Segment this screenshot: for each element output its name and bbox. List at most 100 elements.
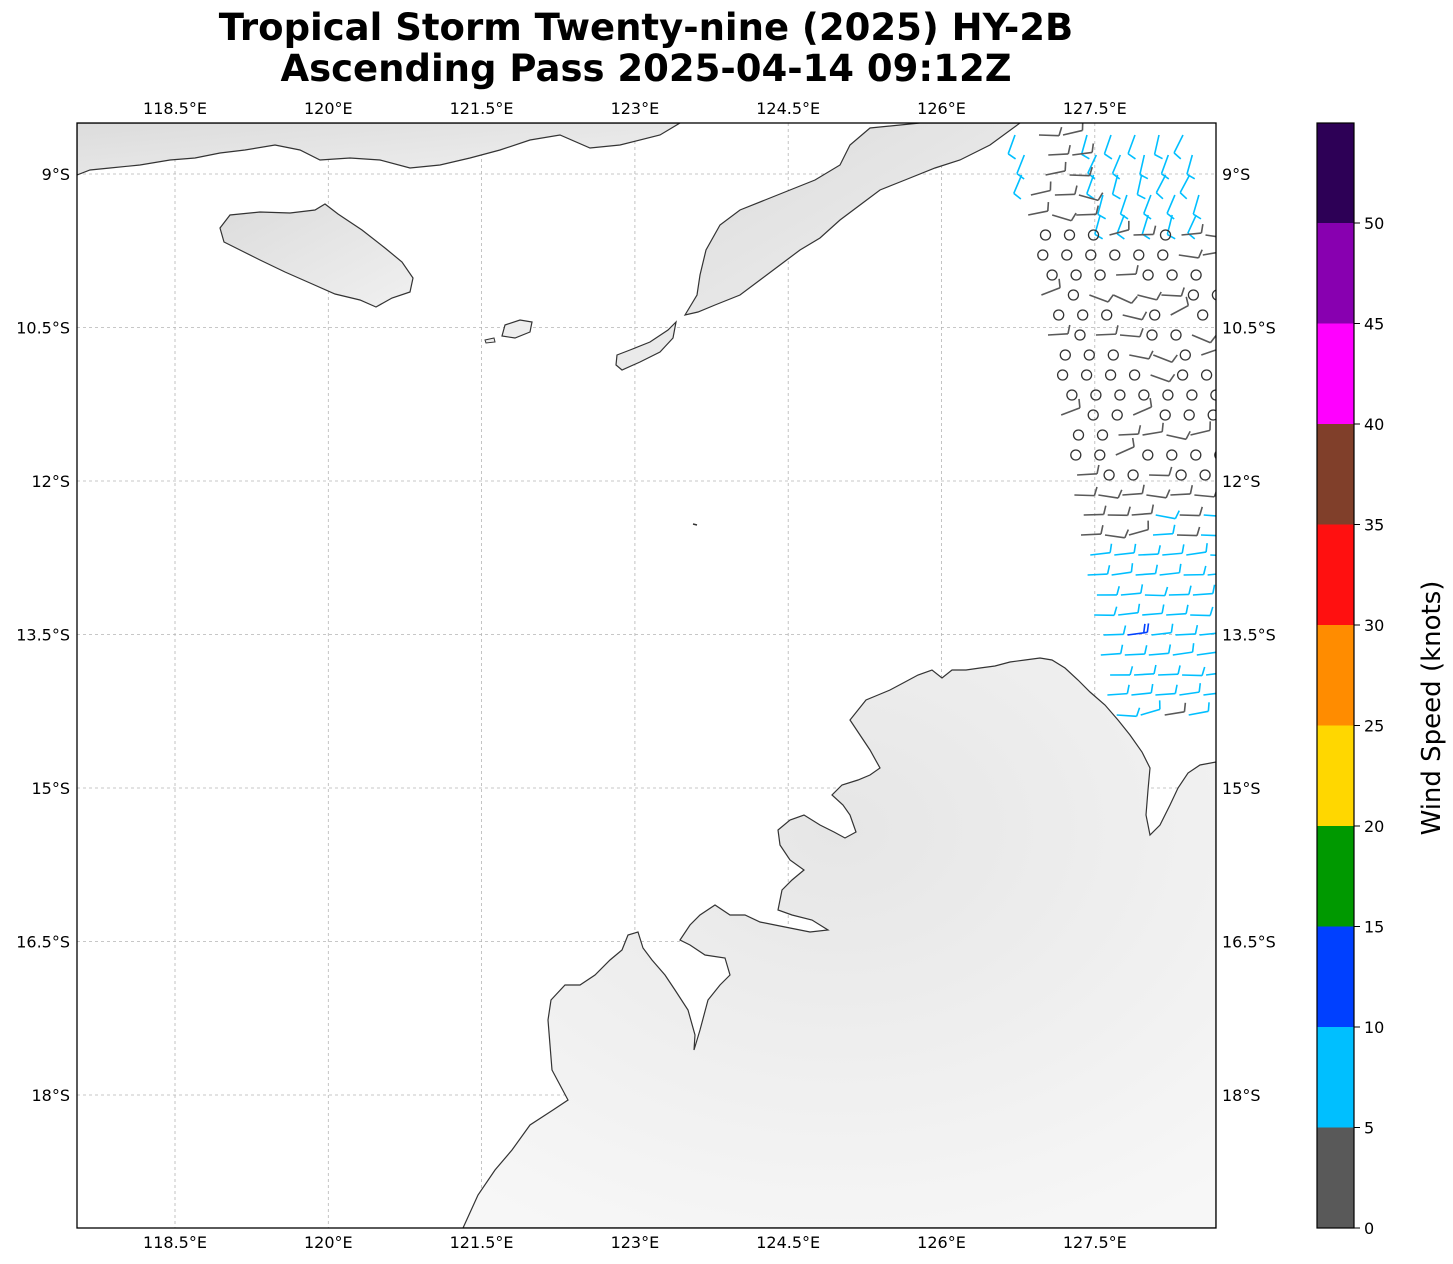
wind-barb	[1153, 134, 1163, 160]
wind-barb	[1158, 665, 1181, 676]
lat-tick-label-right: 13.5°S	[1222, 626, 1276, 645]
colorbar-block	[1317, 424, 1354, 525]
wind-barb	[1103, 134, 1113, 160]
lon-tick-label-top: 123°E	[611, 99, 660, 118]
calm-wind-marker	[1179, 349, 1191, 361]
calm-wind-marker	[1162, 389, 1174, 401]
wind-barb	[1090, 543, 1113, 556]
wind-barb	[1069, 166, 1093, 177]
calm-wind-marker	[1074, 329, 1086, 341]
wind-barb	[1138, 545, 1162, 556]
wind-barb	[1074, 486, 1098, 497]
wind-barb	[1149, 466, 1173, 477]
lon-tick-label-bottom: 120°E	[304, 1233, 353, 1252]
lon-tick-label-bottom: 123°E	[611, 1233, 660, 1252]
calm-wind-marker	[1176, 369, 1189, 381]
wind-barb	[1146, 489, 1171, 499]
wind-barb	[1186, 543, 1208, 556]
wind-barb	[1127, 623, 1150, 636]
lat-tick-label-right: 10.5°S	[1222, 319, 1276, 338]
map-canvas: 118.5°E 120°E 121.5°E 123°E 124.5°E 126°E 127.…	[16, 99, 1276, 1252]
lon-tick-label-bottom: 126°E	[917, 1233, 966, 1252]
wind-barb	[1131, 683, 1154, 696]
wind-barb	[1150, 373, 1176, 383]
colorbar-tick-label: 45	[1364, 315, 1384, 334]
calm-wind-marker	[1070, 269, 1082, 281]
wind-barb	[1166, 604, 1189, 616]
wind-barb	[1095, 325, 1119, 336]
calm-wind-marker	[1197, 309, 1209, 321]
calm-wind-marker	[1186, 389, 1198, 401]
lon-ticks-top: 118.5°E 120°E 121.5°E 123°E 124.5°E 126°E 127.…	[143, 99, 1127, 118]
wind-barb	[1202, 251, 1216, 256]
calm-wind-marker	[1187, 289, 1200, 301]
wind-barb	[1190, 421, 1212, 436]
calm-wind-marker	[1046, 269, 1058, 281]
wind-barb	[1116, 707, 1141, 718]
wind-barb	[1078, 192, 1104, 202]
calm-wind-marker	[1083, 349, 1095, 361]
lat-tick-label-right: 12°S	[1222, 472, 1261, 491]
calm-wind-marker	[1166, 269, 1178, 281]
colorbar-block	[1317, 725, 1354, 826]
wind-barb	[1166, 430, 1191, 441]
lon-tick-label-bottom: 121.5°E	[450, 1233, 514, 1252]
wind-barb	[1161, 287, 1185, 297]
wind-barb	[1179, 683, 1202, 696]
colorbar-tick-label: 15	[1364, 918, 1384, 937]
wind-barb	[1134, 664, 1157, 676]
wind-barb	[1172, 643, 1195, 656]
wind-barb	[1159, 563, 1182, 576]
calm-wind-marker	[1094, 269, 1106, 281]
wind-barb	[1176, 526, 1201, 537]
calm-wind-marker	[1080, 369, 1093, 381]
lat-tick-label-left: 10.5°S	[16, 319, 70, 338]
wind-barb	[1127, 134, 1136, 160]
wind-barb	[1076, 205, 1100, 216]
colorbar-tick-label: 5	[1364, 1119, 1374, 1138]
wind-barb	[1201, 349, 1216, 356]
calm-wind-marker	[1175, 469, 1187, 481]
calm-wind-marker	[1159, 409, 1171, 421]
lat-tick-label-right: 16.5°S	[1222, 933, 1276, 952]
colorbar-tick-label: 50	[1364, 214, 1384, 233]
colorbar-block	[1317, 826, 1354, 927]
wind-barb	[1155, 174, 1167, 200]
wind-barb	[1155, 684, 1178, 696]
wind-barb	[1179, 506, 1204, 517]
lat-tick-label-left: 16.5°S	[16, 933, 70, 952]
wind-barb	[1062, 123, 1084, 136]
wind-barb	[1153, 354, 1178, 363]
timor-island	[683, 123, 1022, 316]
wind-barb	[1178, 249, 1203, 259]
wind-barb	[1182, 666, 1206, 677]
colorbar-label: Wind Speed (knots)	[1417, 580, 1447, 836]
colorbar-block	[1317, 123, 1354, 223]
colorbar-tick-label: 30	[1364, 616, 1384, 635]
colorbar-blocks	[1317, 123, 1354, 1228]
colorbar-tick-label: 35	[1364, 516, 1384, 535]
colorbar-block	[1317, 926, 1354, 1027]
wind-barb	[1203, 514, 1216, 517]
lon-tick-label-bottom: 127.5°E	[1063, 1233, 1127, 1252]
wind-barb	[1205, 672, 1216, 676]
wind-barb	[1077, 464, 1100, 476]
calm-wind-marker	[1039, 229, 1052, 241]
wind-barb	[1110, 666, 1134, 676]
wind-barb	[1114, 543, 1137, 556]
lon-tick-label-top: 126°E	[917, 99, 966, 118]
lon-tick-label-bottom: 124.5°E	[756, 1233, 820, 1252]
calm-wind-marker	[1061, 249, 1073, 261]
calm-wind-marker	[1090, 389, 1102, 401]
calm-wind-marker	[1157, 249, 1169, 261]
wind-barb	[1191, 334, 1216, 344]
calm-wind-marker	[1037, 249, 1049, 261]
calm-wind-marker	[1111, 409, 1123, 421]
wind-barb	[1210, 554, 1216, 557]
lat-ticks-right: 9°S 10.5°S 12°S 13.5°S 15°S 16.5°S 18°S	[1222, 165, 1276, 1105]
wind-barb	[1030, 181, 1052, 196]
wind-barb	[1192, 194, 1202, 220]
wind-barb	[1116, 265, 1139, 276]
wind-barb	[1111, 174, 1121, 200]
wind-barb	[1192, 584, 1216, 596]
